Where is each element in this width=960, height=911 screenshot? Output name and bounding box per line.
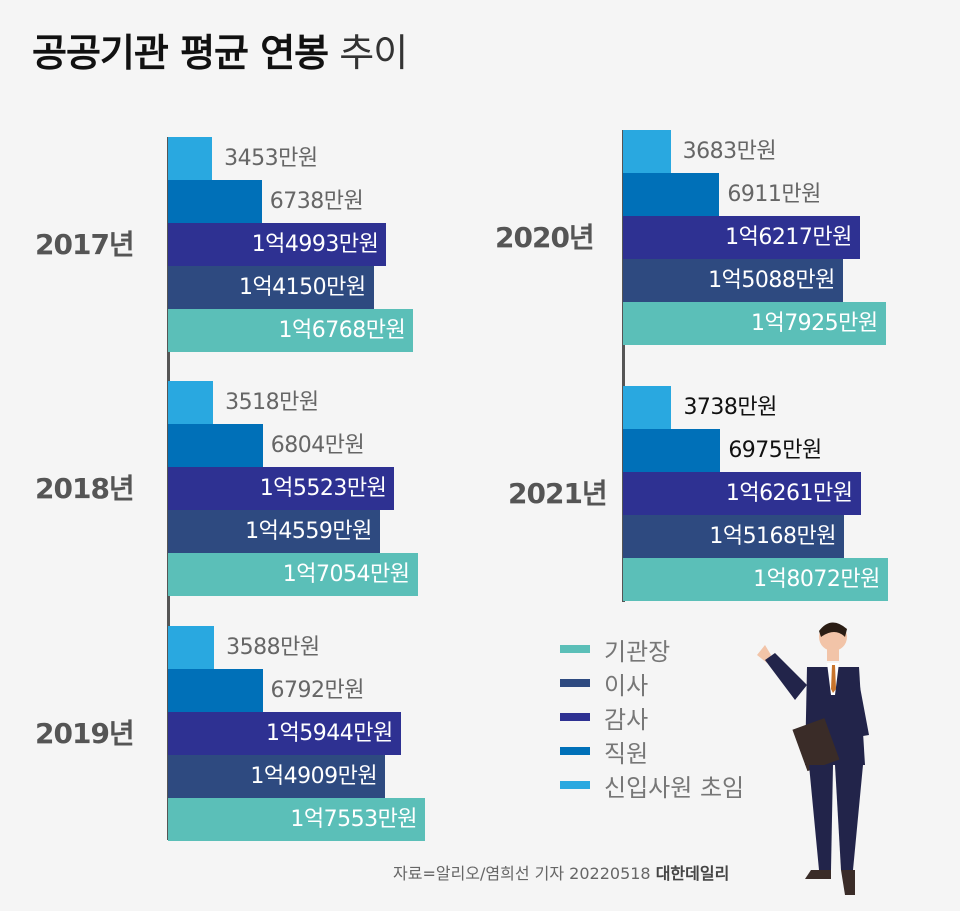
legend-label: 감사 xyxy=(604,705,649,734)
bar xyxy=(623,130,671,173)
bar xyxy=(168,266,374,309)
bar xyxy=(623,216,860,259)
bar xyxy=(168,180,262,223)
data-label: 1억4559만원 xyxy=(245,519,372,544)
data-label: 1억5168만원 xyxy=(709,524,837,549)
bar xyxy=(623,259,843,302)
legend-swatch xyxy=(560,645,590,653)
data-label: 6975만원 xyxy=(728,438,822,463)
data-label: 1억5523만원 xyxy=(259,476,387,501)
data-label: 3683만원 xyxy=(682,139,777,164)
legend-item: 신입사원 초임 xyxy=(560,768,744,802)
data-label: 1억6768만원 xyxy=(278,318,406,343)
legend-swatch xyxy=(560,679,590,687)
bar xyxy=(168,755,386,798)
year-label: 2019년 xyxy=(35,717,135,750)
data-label: 1억4150만원 xyxy=(238,275,366,300)
data-label: 1억4993만원 xyxy=(251,232,379,257)
bar xyxy=(168,424,263,467)
bar xyxy=(168,669,263,712)
data-label: 3453만원 xyxy=(224,146,318,171)
bar xyxy=(168,309,414,352)
bar xyxy=(168,467,395,510)
data-label: 6911만원 xyxy=(727,182,821,207)
bar xyxy=(168,137,213,180)
bar xyxy=(623,558,888,601)
bar xyxy=(168,626,215,669)
year-label: 2020년 xyxy=(495,221,595,254)
legend-label: 직원 xyxy=(604,739,649,768)
page-title: 공공기관 평균 연봉 추이 xyxy=(32,31,408,75)
bar xyxy=(168,510,380,553)
data-label: 1억7054만원 xyxy=(282,562,410,587)
bar xyxy=(623,386,672,429)
bar xyxy=(168,798,426,841)
legend-swatch xyxy=(560,713,590,721)
year-label: 2021년 xyxy=(508,477,608,510)
legend-item: 기관장 xyxy=(560,632,744,666)
legend: 기관장 이사 감사 직원 신입사원 초임 xyxy=(560,632,744,802)
bar xyxy=(623,472,861,515)
axis-right xyxy=(622,130,625,602)
data-label: 1억6217만원 xyxy=(725,225,852,250)
data-label: 6804만원 xyxy=(270,433,365,458)
businessman-illustration xyxy=(757,622,869,895)
data-label: 3738만원 xyxy=(683,395,777,420)
bar xyxy=(623,429,721,472)
data-label: 3518만원 xyxy=(225,390,319,415)
legend-label: 기관장 xyxy=(604,637,671,666)
bar xyxy=(623,302,886,345)
legend-item: 이사 xyxy=(560,666,744,700)
data-label: 1억6261만원 xyxy=(725,481,853,506)
bar xyxy=(623,173,720,216)
bar xyxy=(168,381,214,424)
data-label: 6738만원 xyxy=(269,189,364,214)
bar xyxy=(168,712,401,755)
data-label: 1억5944만원 xyxy=(266,721,393,746)
legend-label: 이사 xyxy=(604,671,649,700)
data-label: 1억8072만원 xyxy=(753,567,880,592)
bar xyxy=(623,515,845,558)
bar xyxy=(168,553,418,596)
legend-swatch xyxy=(560,747,590,755)
legend-item: 감사 xyxy=(560,700,744,734)
legend-item: 직원 xyxy=(560,734,744,768)
data-label: 3588만원 xyxy=(226,635,320,660)
legend-label: 신입사원 초임 xyxy=(604,773,745,802)
data-label: 1억7925만원 xyxy=(750,311,878,336)
data-label: 1억5088만원 xyxy=(708,268,835,293)
source-credit: 자료=알리오/염희선 기자 20220518 대한데일리 xyxy=(393,864,730,883)
data-label: 6792만원 xyxy=(270,678,365,703)
data-label: 1억7553만원 xyxy=(290,807,418,832)
bar xyxy=(168,223,387,266)
year-label: 2018년 xyxy=(35,472,135,505)
legend-swatch xyxy=(560,781,590,789)
year-label: 2017년 xyxy=(35,228,135,261)
data-label: 1억4909만원 xyxy=(250,764,378,789)
